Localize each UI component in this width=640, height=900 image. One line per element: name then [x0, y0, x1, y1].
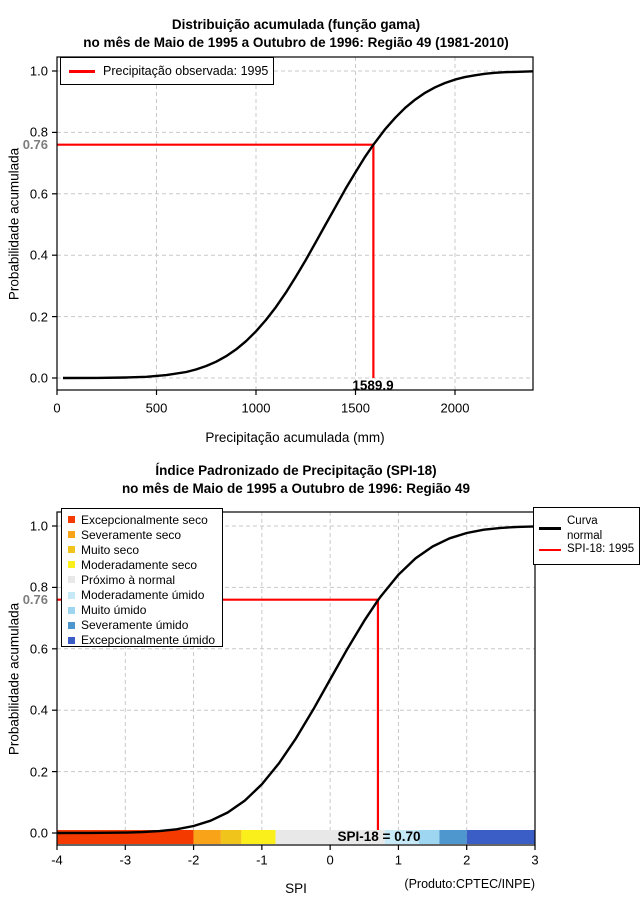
legend-item: Muito seco [68, 542, 222, 557]
normal-curve-legend-line2: normal [567, 530, 603, 542]
legend-color-swatch [68, 591, 75, 599]
legend-item: Excepcionalmente úmido [68, 633, 222, 648]
spi-1995-line-swatch [539, 548, 561, 551]
normal-curve-legend-line1: Curva [567, 515, 598, 527]
bottom-marker-probability-label: 0.76 [22, 592, 48, 607]
legend-item-label: Excepcionalmente seco [81, 512, 208, 527]
legend-item: Severamente úmido [68, 618, 222, 633]
bottom-chart-title: Índice Padronizado de Precipitação (SPI-… [155, 463, 437, 478]
observed-precip-line-swatch [69, 69, 95, 73]
legend-item: Próximo à normal [68, 572, 222, 587]
legend-item: Muito úmido [68, 603, 222, 618]
legend-color-swatch [68, 546, 75, 554]
legend-item-label: Moderadamente seco [81, 557, 198, 572]
legend-color-swatch [68, 516, 75, 524]
legend-item: Severamente seco [68, 527, 222, 542]
legend-item-label: Excepcionalmente úmido [81, 633, 216, 648]
legend-item-label: Muito úmido [81, 603, 147, 618]
spi-category-legend-box: Excepcionalmente seco Severamente seco Mui… [61, 508, 223, 647]
legend-color-swatch [68, 531, 75, 539]
top-xaxis-title: Precipitação acumulada (mm) [205, 430, 385, 445]
bottom-chart-subtitle: no mês de Maio de 1995 a Outubro de 1996… [121, 481, 471, 496]
spi-colorbar-segment [384, 830, 419, 844]
legend-item: Excepcionalmente seco [68, 512, 222, 527]
legend-color-swatch [68, 576, 75, 584]
bottom-right-legend-box: Curva normal SPI-18: 1995 [533, 507, 640, 565]
legend-item-label: Muito seco [81, 542, 140, 557]
bottom-plot-frame [56, 511, 536, 846]
bottom-xaxis-title: SPI [285, 881, 307, 896]
spi-colorbar-segment [193, 830, 221, 844]
spi-colorbar-segment [220, 830, 242, 844]
top-marker-probability-label: 0.76 [22, 137, 48, 152]
top-legend-box: Precipitação observada: 1995 [60, 57, 274, 85]
top-yaxis-title: Probabilidade acumulada [6, 147, 22, 301]
top-cdf-curve [62, 70, 534, 380]
legend-item-label: Próximo à normal [81, 572, 176, 587]
spi-1995-legend-label: SPI-18: 1995 [567, 542, 635, 555]
legend-item: Moderadamente úmido [68, 587, 222, 602]
legend-color-swatch [68, 561, 75, 569]
top-chart-title: Distribuição acumulada (função gama) [171, 17, 421, 32]
bottom-yaxis-title: Probabilidade acumulada [6, 602, 22, 756]
spi-colorbar-segment [241, 830, 276, 844]
legend-item: Moderadamente seco [68, 557, 222, 572]
spi-colorbar-segment [275, 830, 385, 844]
top-chart-subtitle: no mês de Maio de 1995 a Outubro de 1996… [83, 35, 509, 50]
top-legend-label: Precipitação observada: 1995 [103, 64, 269, 78]
legend-item-label: Severamente úmido [81, 618, 189, 633]
product-source-label: (Produto:CPTEC/INPE) [404, 877, 535, 891]
top-plot-frame [56, 56, 534, 391]
legend-item-label: Moderadamente úmido [81, 588, 205, 603]
legend-color-swatch [68, 636, 75, 644]
bottom-cdf-curve [56, 525, 536, 835]
bottom-marker-value-label: SPI-18 = 0.70 [337, 829, 421, 844]
legend-item-label: Severamente seco [81, 527, 182, 542]
spi-colorbar-segment [439, 830, 467, 844]
top-marker-value-label: 1589.9 [352, 378, 394, 393]
spi-colorbar-segment [466, 830, 535, 844]
legend-color-swatch [68, 606, 75, 614]
legend-color-swatch [68, 621, 75, 629]
spi-colorbar-segment [418, 830, 440, 844]
normal-curve-line-swatch [539, 527, 561, 530]
